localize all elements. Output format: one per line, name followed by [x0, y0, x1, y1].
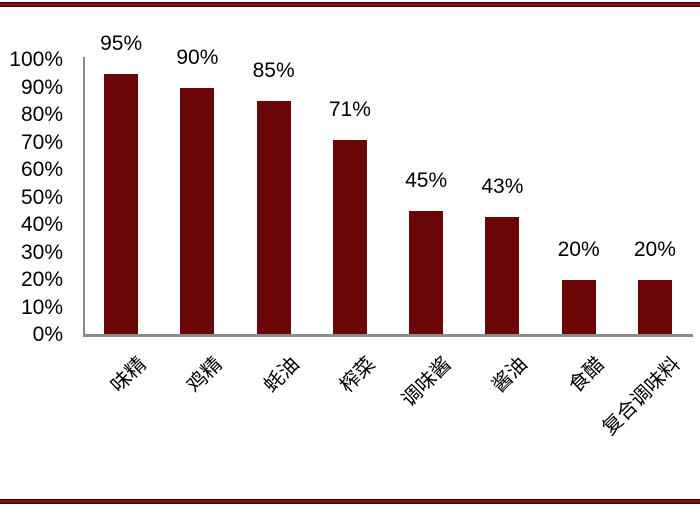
- data-label: 20%: [557, 238, 600, 261]
- y-tick-label: 40%: [20, 213, 63, 236]
- bar-复合调味料: [637, 280, 672, 334]
- y-tick-label: 100%: [9, 48, 63, 71]
- y-axis-line: [83, 57, 85, 337]
- category-label: 复合调味料: [598, 353, 685, 440]
- category-label: 榨菜: [335, 353, 380, 398]
- y-tick-label: 80%: [20, 103, 63, 126]
- data-label: 43%: [481, 174, 524, 198]
- bar-蚝油: [256, 101, 291, 334]
- bar-榨菜: [332, 139, 367, 334]
- bar-食醋: [561, 280, 596, 334]
- y-tick-label: 70%: [20, 130, 63, 154]
- data-label: 45%: [405, 169, 448, 193]
- bar-味精: [104, 73, 139, 334]
- bottom-border-rule: [0, 499, 700, 504]
- category-label: 味精: [107, 353, 151, 398]
- data-label: 71%: [328, 97, 371, 121]
- category-label: 酱油: [488, 353, 533, 398]
- category-label: 调味酱: [397, 353, 456, 412]
- y-tick-label: 20%: [20, 268, 63, 291]
- category-label: 蚝油: [259, 353, 304, 398]
- bar-酱油: [485, 216, 520, 334]
- data-label: 20%: [633, 238, 676, 261]
- y-tick-label: 10%: [20, 295, 63, 319]
- x-axis-line: [83, 334, 693, 337]
- y-tick-label: 30%: [20, 240, 63, 264]
- data-label: 90%: [176, 45, 219, 69]
- category-label: 食醋: [564, 353, 609, 398]
- bar-调味酱: [409, 211, 444, 334]
- category-label: 鸡精: [183, 353, 228, 398]
- y-tick-label: 90%: [20, 75, 63, 99]
- top-border-rule: [0, 2, 700, 7]
- y-tick-label: 0%: [32, 323, 63, 346]
- bar-鸡精: [180, 87, 215, 334]
- data-label: 85%: [252, 59, 295, 83]
- y-tick-label: 60%: [20, 158, 63, 181]
- y-tick-label: 50%: [20, 185, 63, 209]
- data-label: 95%: [100, 31, 143, 55]
